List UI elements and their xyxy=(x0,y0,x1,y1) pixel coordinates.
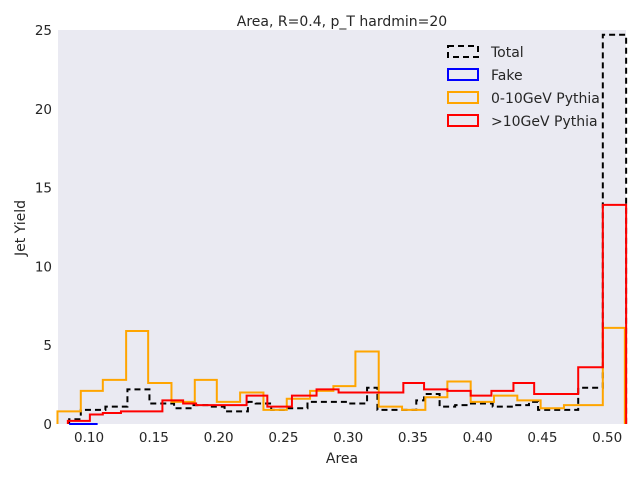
x-tick-label: 0.10 xyxy=(74,430,104,446)
x-tick-label: 0.15 xyxy=(139,430,169,446)
y-tick-label: 0 xyxy=(43,417,52,433)
series-0-10gev-pythia-step-line xyxy=(56,326,626,424)
y-tick-label: 20 xyxy=(35,102,52,118)
x-axis-label: Area xyxy=(326,451,358,467)
x-tick-label: 0.50 xyxy=(592,430,622,446)
series-total-step-line xyxy=(68,33,628,424)
plot-background xyxy=(58,30,626,424)
y-tick-label: 10 xyxy=(35,259,52,275)
x-tick-label: 0.35 xyxy=(398,430,428,446)
legend-label: 0-10GeV Pythia xyxy=(491,91,600,107)
y-tick-labels: 0 5 10 15 20 25 xyxy=(35,23,52,433)
series--10gev-pythia-step-line xyxy=(66,203,628,424)
legend-swatch xyxy=(447,114,479,127)
x-tick-labels: 0.10 0.15 0.20 0.25 0.30 0.35 0.40 0.45 0.50 xyxy=(74,430,622,446)
y-axis-label: Jet Yield xyxy=(13,200,29,257)
legend-label: >10GeV Pythia xyxy=(491,114,598,130)
x-tick-label: 0.40 xyxy=(463,430,493,446)
legend-swatch xyxy=(447,68,479,81)
y-tick-label: 5 xyxy=(43,338,52,354)
x-tick-label: 0.30 xyxy=(333,430,363,446)
legend-label: Total xyxy=(490,45,524,61)
x-tick-label: 0.20 xyxy=(204,430,234,446)
legend-label: Fake xyxy=(491,68,523,84)
chart-title: Area, R=0.4, p_T hardmin=20 xyxy=(237,14,447,30)
x-tick-label: 0.45 xyxy=(527,430,557,446)
x-tick-label: 0.25 xyxy=(268,430,298,446)
legend-swatch xyxy=(447,45,479,58)
series-layer xyxy=(56,33,628,425)
legend-swatch xyxy=(447,91,479,104)
y-tick-label: 25 xyxy=(35,23,52,39)
y-tick-label: 15 xyxy=(35,181,52,197)
legend: Total Fake 0-10GeV Pythia >10GeV Pythia xyxy=(447,45,600,130)
